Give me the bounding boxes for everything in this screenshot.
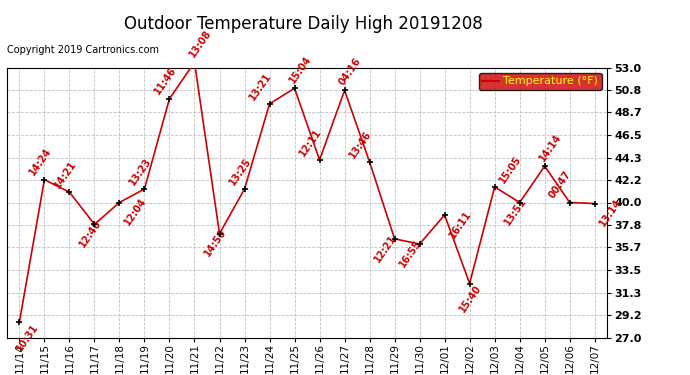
Text: 16:55: 16:55 xyxy=(397,238,423,269)
Text: 13:51: 13:51 xyxy=(502,196,528,227)
Text: 15:05: 15:05 xyxy=(497,154,523,185)
Text: 12:11: 12:11 xyxy=(297,127,323,158)
Text: 15:04: 15:04 xyxy=(287,54,313,85)
Text: 04:16: 04:16 xyxy=(337,56,363,87)
Text: 12:21: 12:21 xyxy=(372,232,398,264)
Text: 13:21: 13:21 xyxy=(247,70,273,102)
Text: 12:46: 12:46 xyxy=(77,218,103,249)
Text: Outdoor Temperature Daily High 20191208: Outdoor Temperature Daily High 20191208 xyxy=(124,15,483,33)
Text: 14:24: 14:24 xyxy=(27,146,53,177)
Text: 11:46: 11:46 xyxy=(152,65,178,96)
Text: 14:14: 14:14 xyxy=(538,132,563,163)
Text: 15:40: 15:40 xyxy=(457,284,483,315)
Text: 13:25: 13:25 xyxy=(227,156,253,187)
Text: 13:08: 13:08 xyxy=(187,28,213,59)
Text: 13:46: 13:46 xyxy=(347,129,373,160)
Legend: Temperature (°F): Temperature (°F) xyxy=(479,73,602,90)
Text: 14:50: 14:50 xyxy=(202,227,228,258)
Text: 13:23: 13:23 xyxy=(127,156,153,187)
Text: 14:21: 14:21 xyxy=(52,159,78,190)
Text: 16:11: 16:11 xyxy=(447,209,473,240)
Text: 00:47: 00:47 xyxy=(547,169,573,200)
Text: 12:04: 12:04 xyxy=(122,196,148,227)
Text: Copyright 2019 Cartronics.com: Copyright 2019 Cartronics.com xyxy=(7,45,159,55)
Text: 13:14: 13:14 xyxy=(598,197,623,228)
Text: 10:31: 10:31 xyxy=(14,322,41,353)
